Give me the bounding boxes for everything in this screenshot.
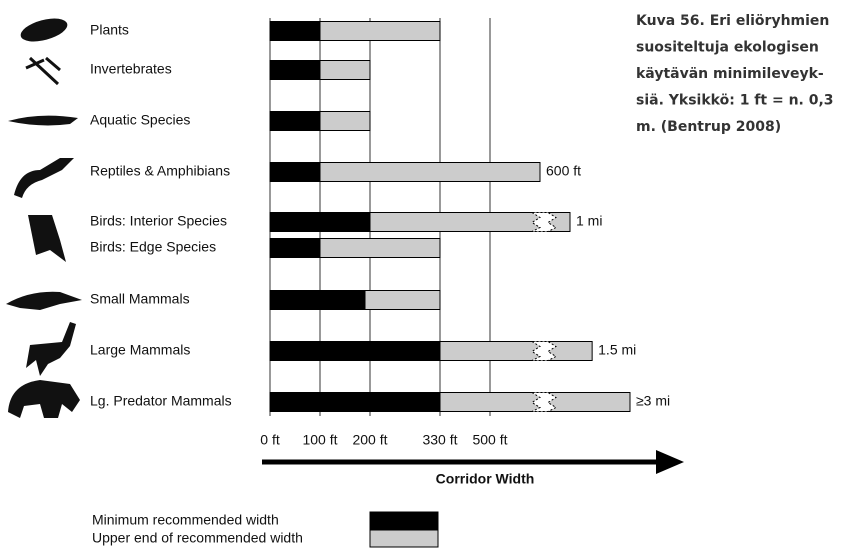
x-tick-label: 200 ft — [352, 432, 387, 448]
category-label: Invertebrates — [90, 61, 172, 77]
min-bar — [269, 290, 366, 310]
value-label: 600 ft — [546, 163, 581, 179]
upper-bar — [319, 162, 541, 182]
min-bar — [269, 392, 441, 412]
break — [530, 341, 558, 361]
category-label: Reptiles & Amphibians — [90, 163, 230, 179]
min-bar — [269, 238, 321, 258]
caption-line: käytävän minimileveyk- — [636, 66, 824, 82]
upper-bar — [439, 341, 593, 361]
x-tick-label: 500 ft — [472, 432, 507, 448]
upper-bar — [319, 21, 441, 41]
break — [530, 392, 558, 412]
x-axis-label: Corridor Width — [436, 471, 535, 487]
min-bar — [269, 162, 321, 182]
min-bar — [269, 21, 321, 41]
caption-line: siä. Yksikkö: 1 ft = n. 0,3 — [636, 93, 834, 109]
icons — [6, 18, 82, 418]
legend-swatch — [369, 529, 439, 548]
legend-swatch — [369, 511, 439, 530]
value-label: 1 mi — [576, 213, 602, 229]
break — [530, 212, 558, 232]
category-label: Large Mammals — [90, 342, 190, 358]
category-label: Lg. Predator Mammals — [90, 393, 232, 409]
caption-line: Kuva 56. Eri eliöryhmien — [636, 13, 829, 29]
min-bar — [269, 60, 321, 80]
category-label: Aquatic Species — [90, 112, 190, 128]
min-bar — [269, 111, 321, 131]
legend-label: Upper end of recommended width — [92, 530, 303, 546]
arrow-head — [656, 450, 684, 474]
category-label: Birds: Edge Species — [90, 239, 216, 255]
upper-bar — [319, 238, 441, 258]
caption-line: m. (Bentrup 2008) — [636, 119, 781, 135]
category-label: Plants — [90, 22, 129, 38]
upper-bar — [319, 111, 371, 131]
x-tick-label: 100 ft — [302, 432, 337, 448]
category-label: Small Mammals — [90, 291, 190, 307]
legend-label: Minimum recommended width — [92, 512, 279, 528]
x-tick-label: 0 ft — [260, 432, 280, 448]
min-bar — [269, 341, 441, 361]
value-label: ≥3 mi — [636, 393, 670, 409]
category-label: Birds: Interior Species — [90, 213, 227, 229]
value-label: 1.5 mi — [598, 342, 636, 358]
upper-bar — [364, 290, 441, 310]
upper-bar — [319, 60, 371, 80]
caption-line: suositeltuja ekologisen — [636, 40, 819, 56]
min-bar — [269, 212, 371, 232]
x-tick-label: 330 ft — [422, 432, 457, 448]
